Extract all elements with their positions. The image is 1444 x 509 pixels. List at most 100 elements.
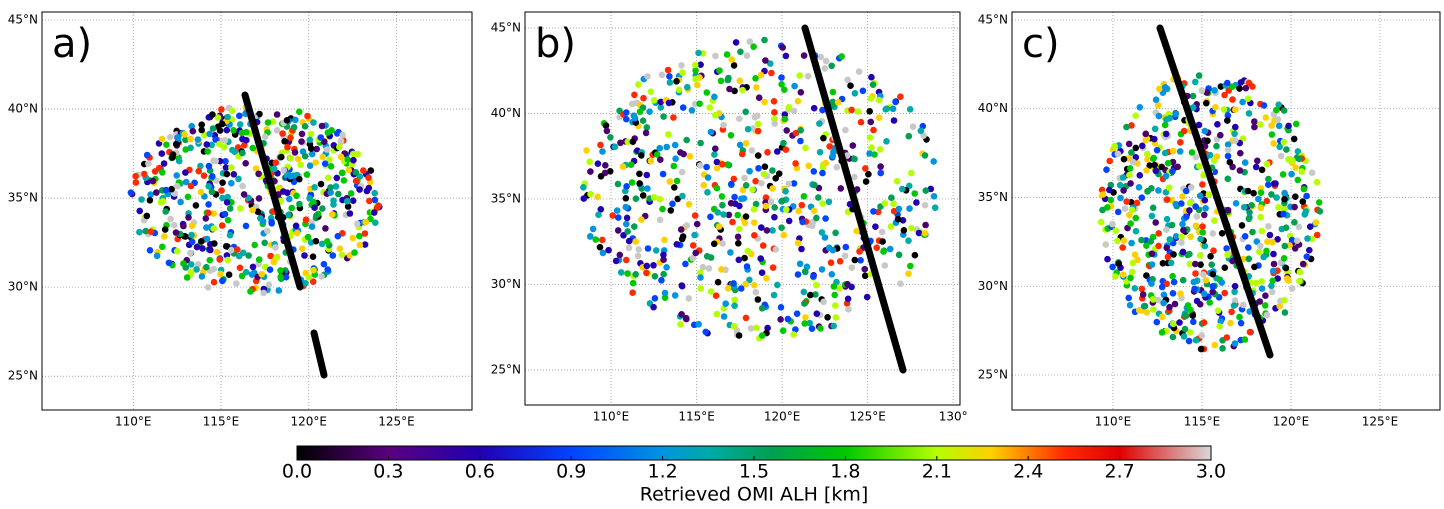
- retrieval-pixel: [647, 157, 655, 165]
- retrieval-pixel: [767, 60, 774, 67]
- retrieval-pixel: [367, 167, 375, 174]
- retrieval-pixel: [872, 223, 879, 230]
- retrieval-pixel: [744, 125, 752, 133]
- retrieval-pixel: [613, 207, 621, 214]
- retrieval-pixel: [816, 120, 823, 127]
- retrieval-pixel: [1288, 170, 1295, 178]
- retrieval-pixel: [292, 116, 299, 124]
- retrieval-pixel: [1246, 209, 1253, 216]
- retrieval-pixel: [717, 77, 725, 85]
- retrieval-pixel: [158, 150, 166, 157]
- retrieval-pixel: [1178, 200, 1185, 207]
- retrieval-pixel: [194, 261, 202, 268]
- retrieval-pixel: [1127, 180, 1134, 187]
- retrieval-pixel: [356, 232, 363, 240]
- retrieval-pixel: [1163, 116, 1170, 123]
- retrieval-pixel: [703, 163, 710, 171]
- retrieval-pixel: [906, 205, 913, 212]
- retrieval-pixel: [233, 280, 240, 287]
- retrieval-pixel: [219, 179, 226, 186]
- retrieval-pixel: [636, 180, 643, 187]
- retrieval-pixel: [820, 134, 827, 142]
- retrieval-pixel: [301, 123, 309, 130]
- retrieval-pixel: [1251, 123, 1258, 131]
- retrieval-pixel: [350, 156, 357, 164]
- retrieval-pixel: [297, 161, 304, 169]
- lat-label: 40°N: [8, 102, 38, 116]
- retrieval-pixel: [782, 146, 790, 153]
- retrieval-pixel: [818, 266, 826, 273]
- retrieval-pixel: [1250, 189, 1257, 197]
- retrieval-pixel: [930, 158, 937, 165]
- retrieval-pixel: [307, 130, 315, 138]
- retrieval-pixel: [760, 170, 768, 178]
- retrieval-pixel: [1245, 255, 1253, 263]
- retrieval-pixel: [677, 149, 684, 156]
- retrieval-pixel: [1255, 195, 1262, 203]
- retrieval-pixel: [1232, 106, 1239, 113]
- retrieval-pixel: [238, 272, 246, 280]
- retrieval-pixel: [330, 197, 337, 204]
- retrieval-pixel: [644, 185, 651, 192]
- retrieval-pixel: [203, 224, 210, 231]
- retrieval-pixel: [1116, 181, 1124, 189]
- retrieval-pixel: [187, 135, 194, 143]
- retrieval-pixel: [758, 179, 765, 187]
- retrieval-pixel: [794, 239, 802, 247]
- retrieval-pixel: [707, 128, 715, 136]
- satellite-track: [801, 24, 907, 374]
- retrieval-pixel: [887, 223, 895, 230]
- retrieval-pixel: [1192, 78, 1199, 86]
- retrieval-pixel: [794, 271, 802, 278]
- retrieval-pixel: [715, 223, 723, 230]
- retrieval-pixel: [209, 111, 216, 118]
- retrieval-pixel: [1136, 172, 1144, 179]
- retrieval-pixel: [771, 213, 778, 221]
- retrieval-pixel: [1260, 253, 1267, 261]
- retrieval-pixel: [639, 192, 647, 199]
- retrieval-pixel: [1106, 186, 1113, 194]
- retrieval-pixel: [288, 204, 296, 212]
- retrieval-pixel: [143, 151, 151, 159]
- retrieval-pixel: [587, 233, 594, 240]
- retrieval-pixel: [1163, 196, 1171, 203]
- retrieval-pixel: [1270, 250, 1277, 258]
- retrieval-pixel: [815, 194, 822, 201]
- retrieval-pixel: [284, 143, 291, 151]
- retrieval-pixel: [202, 215, 210, 222]
- retrieval-pixel: [214, 114, 222, 121]
- retrieval-pixel: [347, 190, 355, 197]
- retrieval-pixel: [811, 181, 818, 189]
- retrieval-pixel: [827, 259, 835, 267]
- retrieval-pixel: [1161, 121, 1169, 129]
- retrieval-pixel: [1201, 242, 1209, 250]
- retrieval-pixel: [1160, 299, 1167, 307]
- retrieval-pixel: [195, 167, 202, 175]
- retrieval-pixel: [318, 122, 326, 130]
- retrieval-pixel: [806, 319, 813, 327]
- retrieval-pixel: [1265, 223, 1272, 230]
- retrieval-pixel: [351, 249, 358, 256]
- retrieval-pixel: [723, 51, 731, 58]
- retrieval-pixel: [1163, 215, 1171, 223]
- retrieval-pixel: [349, 197, 357, 204]
- retrieval-pixel: [311, 184, 318, 191]
- retrieval-pixel: [184, 193, 192, 201]
- retrieval-pixel: [1131, 285, 1139, 292]
- retrieval-pixel: [1202, 205, 1209, 212]
- retrieval-pixel: [812, 291, 819, 298]
- retrieval-pixel: [1228, 308, 1235, 316]
- retrieval-pixel: [221, 210, 229, 218]
- retrieval-pixel: [851, 155, 858, 163]
- retrieval-pixel: [296, 200, 303, 208]
- lat-label: 35°N: [8, 191, 38, 205]
- lat-label: 25°N: [8, 369, 38, 383]
- retrieval-pixel: [216, 127, 224, 134]
- retrieval-pixel: [1273, 106, 1280, 114]
- retrieval-pixel: [767, 198, 775, 206]
- retrieval-pixel: [1167, 259, 1175, 267]
- retrieval-pixel: [829, 246, 837, 254]
- retrieval-pixel: [210, 278, 218, 286]
- retrieval-pixel: [805, 162, 812, 170]
- retrieval-pixel: [683, 222, 690, 229]
